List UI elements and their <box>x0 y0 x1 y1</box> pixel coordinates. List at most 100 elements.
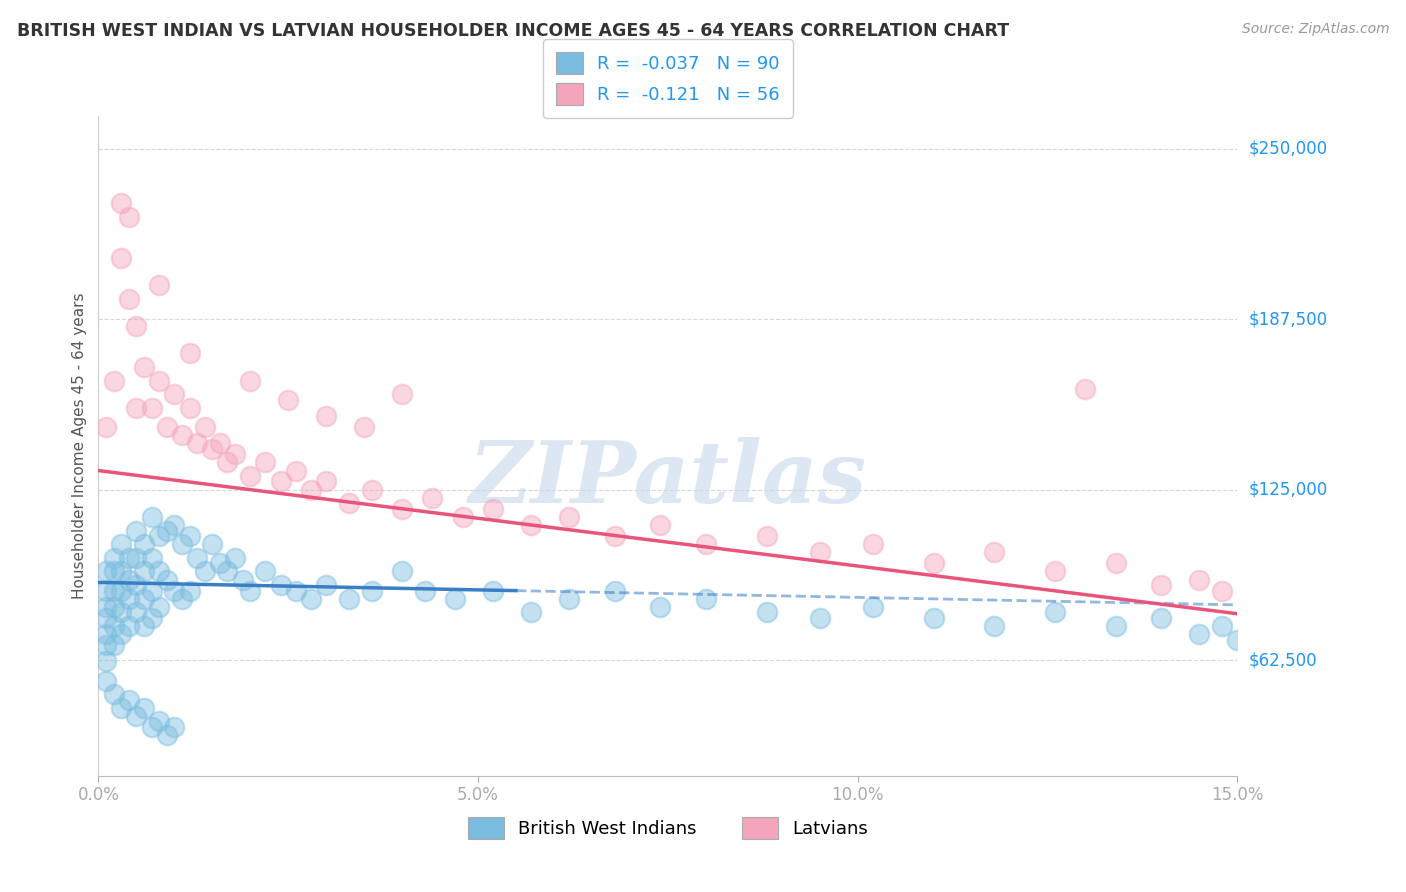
Point <box>170 428 193 442</box>
Point <box>132 359 155 374</box>
Point <box>110 701 132 715</box>
Point <box>110 565 132 579</box>
Point <box>1074 382 1097 396</box>
Point <box>755 606 778 620</box>
Point <box>1150 611 1173 625</box>
Text: Source: ZipAtlas.com: Source: ZipAtlas.com <box>1241 22 1389 37</box>
Point <box>118 573 141 587</box>
Point <box>217 565 239 579</box>
Point <box>1105 619 1128 633</box>
Point <box>103 583 125 598</box>
Point <box>239 469 262 483</box>
Point <box>482 501 505 516</box>
Point <box>1188 627 1211 641</box>
Point <box>353 420 375 434</box>
Text: $125,000: $125,000 <box>1249 481 1327 499</box>
Point <box>603 583 626 598</box>
Point <box>413 583 436 598</box>
Point <box>132 537 155 551</box>
Point <box>217 455 239 469</box>
Point <box>922 611 945 625</box>
Point <box>1150 578 1173 592</box>
Point <box>315 475 337 489</box>
Point <box>284 583 307 598</box>
Point <box>94 673 117 688</box>
Point <box>118 210 141 224</box>
Point <box>94 583 117 598</box>
Point <box>132 701 155 715</box>
Point <box>94 565 117 579</box>
Point <box>862 537 884 551</box>
Point <box>148 278 170 293</box>
Point <box>148 374 170 388</box>
Point <box>391 387 413 401</box>
Point <box>141 720 163 734</box>
Point <box>179 583 201 598</box>
Point <box>110 627 132 641</box>
Point <box>360 483 382 497</box>
Point <box>163 720 186 734</box>
Point <box>163 518 186 533</box>
Point <box>315 578 337 592</box>
Point <box>118 292 141 306</box>
Point <box>141 583 163 598</box>
Point <box>186 550 208 565</box>
Point <box>103 374 125 388</box>
Point <box>755 529 778 543</box>
Point <box>201 537 224 551</box>
Point <box>391 565 413 579</box>
Point <box>451 510 474 524</box>
Text: $187,500: $187,500 <box>1249 310 1327 328</box>
Point <box>558 591 581 606</box>
Point <box>103 550 125 565</box>
Point <box>179 346 201 360</box>
Point <box>103 687 125 701</box>
Point <box>983 545 1005 559</box>
Point <box>337 591 360 606</box>
Point <box>201 442 224 456</box>
Point <box>1211 583 1233 598</box>
Point <box>315 409 337 423</box>
Point <box>1211 619 1233 633</box>
Point <box>156 524 179 538</box>
Point <box>118 619 141 633</box>
Point <box>156 420 179 434</box>
Point <box>110 251 132 265</box>
Text: $62,500: $62,500 <box>1249 651 1317 669</box>
Point <box>862 599 884 614</box>
Point <box>110 583 132 598</box>
Point <box>132 619 155 633</box>
Point <box>148 529 170 543</box>
Point <box>239 583 262 598</box>
Point <box>232 573 254 587</box>
Point <box>337 496 360 510</box>
Point <box>650 518 672 533</box>
Point <box>695 537 717 551</box>
Point <box>118 550 141 565</box>
Point <box>284 464 307 478</box>
Point <box>422 491 444 505</box>
Point <box>254 455 277 469</box>
Point <box>695 591 717 606</box>
Point <box>299 591 322 606</box>
Point <box>163 583 186 598</box>
Point <box>94 420 117 434</box>
Point <box>922 556 945 570</box>
Point <box>558 510 581 524</box>
Point <box>1043 606 1066 620</box>
Point <box>224 447 246 461</box>
Point <box>125 401 148 415</box>
Point <box>125 606 148 620</box>
Text: BRITISH WEST INDIAN VS LATVIAN HOUSEHOLDER INCOME AGES 45 - 64 YEARS CORRELATION: BRITISH WEST INDIAN VS LATVIAN HOUSEHOLD… <box>17 22 1010 40</box>
Point <box>94 655 117 669</box>
Point <box>141 550 163 565</box>
Point <box>270 475 292 489</box>
Point <box>148 599 170 614</box>
Point <box>299 483 322 497</box>
Point <box>132 565 155 579</box>
Point <box>94 599 117 614</box>
Point <box>983 619 1005 633</box>
Point <box>650 599 672 614</box>
Point <box>94 638 117 652</box>
Point <box>1105 556 1128 570</box>
